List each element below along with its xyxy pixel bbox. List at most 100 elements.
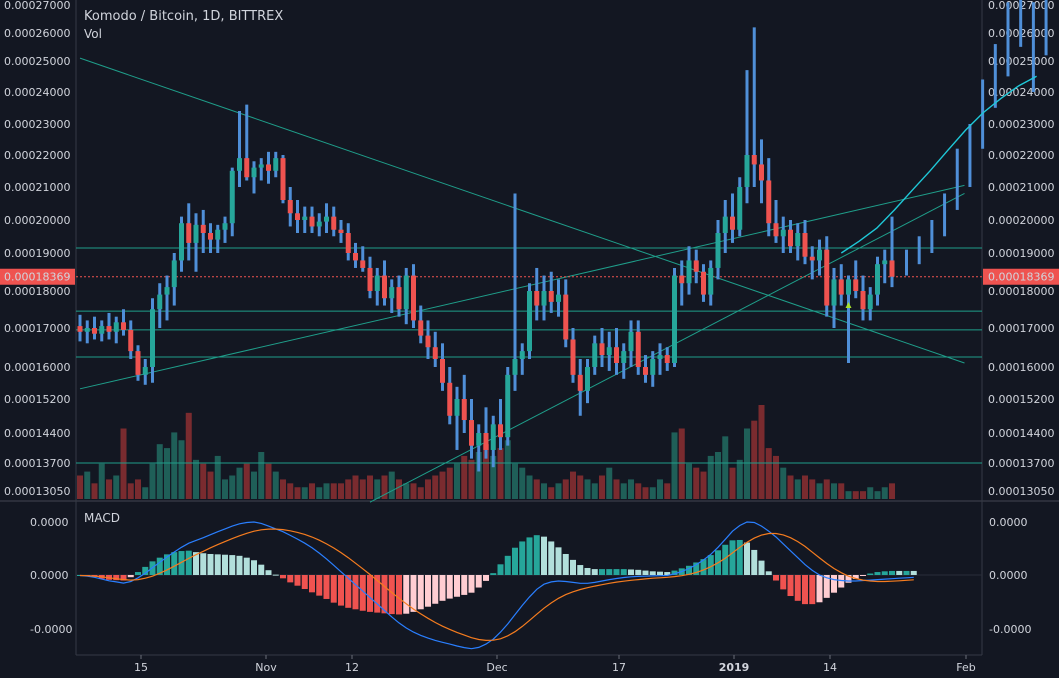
candle[interactable] bbox=[179, 216, 184, 272]
candle[interactable] bbox=[237, 111, 242, 187]
candle[interactable] bbox=[534, 267, 540, 321]
candle[interactable] bbox=[548, 271, 554, 313]
candle[interactable] bbox=[867, 287, 873, 321]
candle[interactable] bbox=[838, 264, 844, 306]
candle[interactable] bbox=[686, 246, 692, 295]
candle[interactable] bbox=[171, 253, 177, 306]
candle[interactable] bbox=[316, 213, 322, 237]
candle[interactable] bbox=[635, 320, 641, 375]
candle[interactable] bbox=[722, 200, 728, 253]
candle[interactable] bbox=[860, 275, 866, 321]
candle[interactable] bbox=[527, 283, 532, 360]
candle[interactable] bbox=[570, 328, 576, 383]
candle[interactable] bbox=[84, 320, 90, 344]
candle[interactable] bbox=[157, 283, 163, 328]
candle[interactable] bbox=[889, 216, 895, 288]
candle[interactable] bbox=[708, 260, 714, 306]
candle[interactable] bbox=[92, 316, 97, 340]
candle[interactable] bbox=[773, 200, 779, 243]
candle[interactable] bbox=[200, 209, 206, 253]
candle[interactable] bbox=[345, 223, 351, 261]
candle[interactable] bbox=[788, 220, 793, 253]
candle[interactable] bbox=[766, 158, 772, 237]
candle[interactable] bbox=[592, 335, 598, 375]
candle[interactable] bbox=[77, 314, 83, 342]
candle[interactable] bbox=[846, 275, 851, 363]
candle[interactable] bbox=[360, 246, 366, 272]
candle[interactable] bbox=[606, 331, 612, 371]
candle[interactable] bbox=[447, 367, 453, 425]
candle[interactable] bbox=[121, 309, 126, 336]
candle[interactable] bbox=[142, 359, 148, 385]
candle[interactable] bbox=[795, 223, 801, 261]
candle[interactable] bbox=[519, 343, 525, 375]
candle[interactable] bbox=[802, 220, 808, 265]
candle[interactable] bbox=[389, 279, 395, 313]
trend-line[interactable] bbox=[79, 57, 965, 364]
candle[interactable] bbox=[672, 267, 677, 367]
candle[interactable] bbox=[309, 206, 315, 233]
candle[interactable] bbox=[208, 223, 213, 253]
candle[interactable] bbox=[99, 320, 105, 342]
trend-line[interactable] bbox=[79, 184, 965, 390]
candle[interactable] bbox=[701, 264, 706, 302]
candle[interactable] bbox=[824, 236, 830, 317]
candle[interactable] bbox=[440, 343, 445, 391]
candle[interactable] bbox=[374, 267, 380, 306]
candle[interactable] bbox=[425, 320, 431, 360]
candle[interactable] bbox=[585, 359, 590, 404]
candle[interactable] bbox=[454, 386, 460, 450]
candle[interactable] bbox=[295, 200, 300, 233]
candle[interactable] bbox=[106, 312, 112, 340]
candle[interactable] bbox=[780, 216, 786, 253]
candle[interactable] bbox=[817, 239, 822, 276]
candle[interactable] bbox=[490, 415, 496, 468]
candle[interactable] bbox=[469, 399, 474, 459]
candle[interactable] bbox=[679, 260, 685, 306]
candle[interactable] bbox=[186, 203, 192, 261]
candle[interactable] bbox=[193, 213, 199, 272]
candle[interactable] bbox=[715, 220, 721, 280]
candle[interactable] bbox=[809, 246, 815, 280]
candle[interactable] bbox=[853, 260, 859, 299]
candle[interactable] bbox=[657, 343, 663, 375]
candle[interactable] bbox=[882, 249, 888, 284]
candle[interactable] bbox=[577, 359, 583, 416]
candle[interactable] bbox=[432, 331, 438, 367]
candle[interactable] bbox=[461, 374, 467, 433]
candle[interactable] bbox=[353, 242, 358, 268]
candle[interactable] bbox=[505, 367, 511, 446]
candle[interactable] bbox=[331, 206, 337, 237]
moving-average-line[interactable] bbox=[840, 75, 1037, 254]
macd-line[interactable] bbox=[79, 521, 914, 650]
candle[interactable] bbox=[737, 177, 743, 237]
candle[interactable] bbox=[643, 355, 648, 383]
candle[interactable] bbox=[556, 279, 561, 317]
candle[interactable] bbox=[541, 275, 547, 321]
candle[interactable] bbox=[338, 220, 344, 243]
candle[interactable] bbox=[744, 70, 750, 204]
candle[interactable] bbox=[164, 275, 170, 321]
candle[interactable] bbox=[229, 167, 235, 237]
candle[interactable] bbox=[324, 203, 329, 233]
candles[interactable] bbox=[77, 27, 895, 472]
candle[interactable] bbox=[266, 151, 271, 184]
candle[interactable] bbox=[759, 139, 764, 204]
candle[interactable] bbox=[382, 260, 387, 306]
candle[interactable] bbox=[280, 155, 286, 204]
candle[interactable] bbox=[403, 267, 409, 325]
candle[interactable] bbox=[302, 206, 308, 233]
candle[interactable] bbox=[650, 351, 656, 387]
candle[interactable] bbox=[599, 328, 605, 367]
candle[interactable] bbox=[614, 328, 619, 375]
candle[interactable] bbox=[222, 216, 228, 243]
candle[interactable] bbox=[875, 256, 880, 306]
candle[interactable] bbox=[831, 267, 837, 328]
candle[interactable] bbox=[128, 320, 134, 360]
candle[interactable] bbox=[498, 399, 503, 450]
candle[interactable] bbox=[258, 158, 264, 181]
macd-axis[interactable]: 0.0000 0.0000 0.0000 0.0000 -0.0000 -0.0000 bbox=[30, 516, 1031, 636]
time-axis[interactable]: 15 Nov 12 Dec 17 2019 14 Feb bbox=[134, 655, 976, 674]
candle[interactable] bbox=[693, 249, 699, 284]
